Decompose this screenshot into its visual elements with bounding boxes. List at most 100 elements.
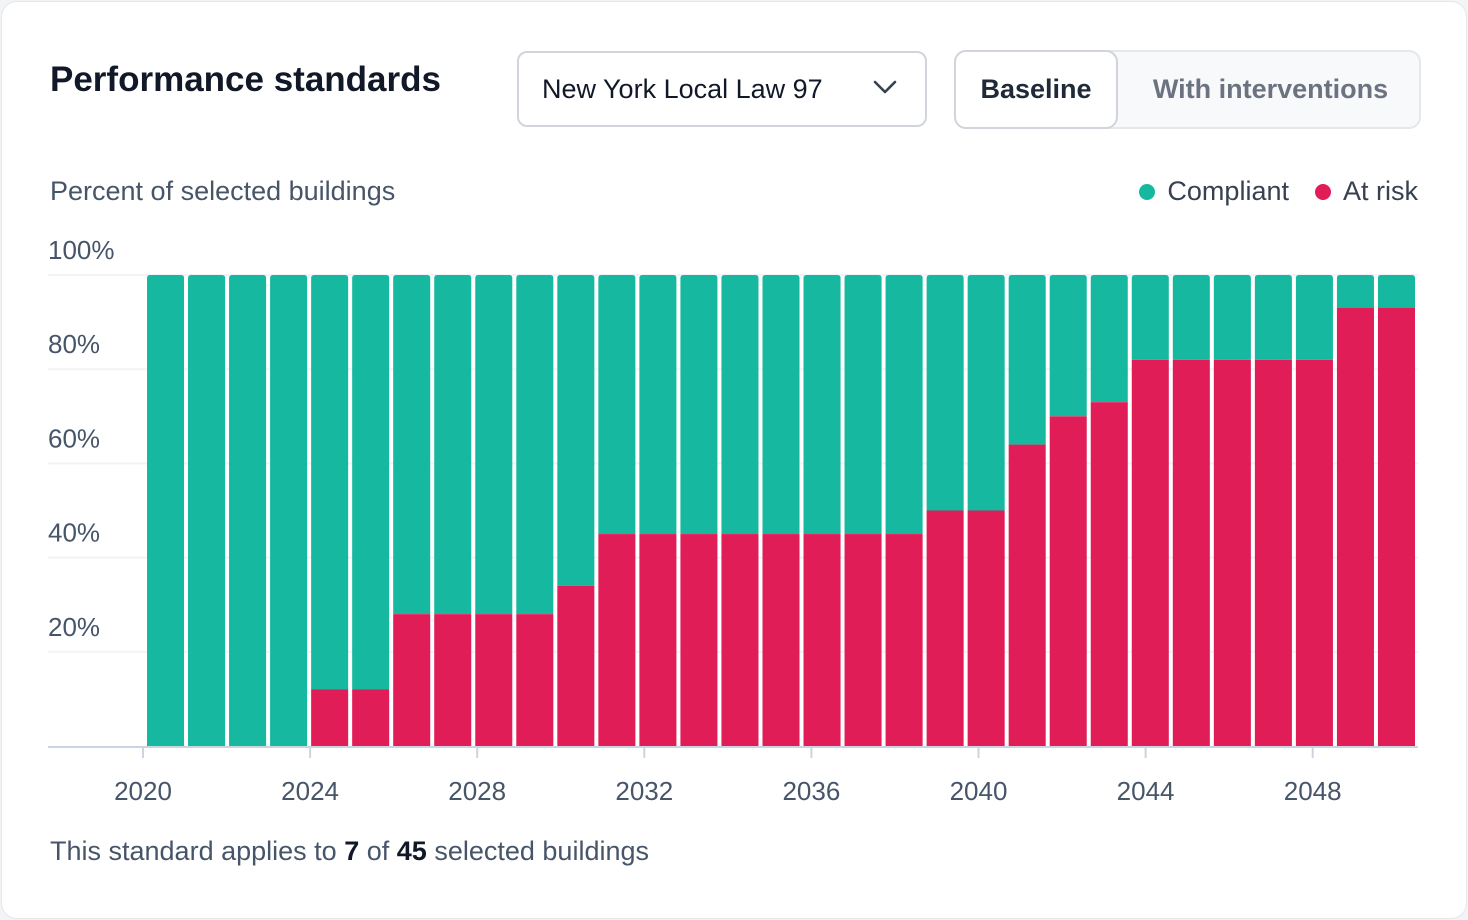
chart-legend: Compliant At risk (1113, 176, 1418, 207)
x-tick-label: 2040 (950, 776, 1008, 806)
bar-2029 (516, 275, 554, 746)
bar-2049 (1336, 275, 1374, 746)
standard-select-value: New York Local Law 97 (542, 73, 823, 104)
bar-segment-compliant (147, 275, 185, 746)
bar-segment-at-risk (967, 510, 1005, 746)
bar-segment-compliant (229, 275, 267, 746)
footer-prefix: This standard applies to (50, 836, 337, 866)
bar-2025 (352, 275, 390, 746)
bar-segment-at-risk (1377, 307, 1415, 746)
x-tick-label: 2032 (615, 776, 673, 806)
x-tick-label: 2028 (448, 776, 506, 806)
bar-segment-at-risk (1172, 359, 1210, 746)
bar-segment-at-risk (311, 689, 349, 746)
x-tick-label: 2024 (281, 776, 339, 806)
bar-segment-compliant (270, 275, 308, 746)
bar-segment-compliant (639, 275, 677, 535)
bar-segment-compliant (598, 275, 636, 535)
legend-item-at-risk: At risk (1314, 176, 1418, 207)
bar-2028 (475, 275, 513, 746)
bar-2022 (229, 275, 267, 746)
legend-swatch-at-risk (1314, 183, 1331, 200)
legend-swatch-compliant (1139, 183, 1156, 200)
bar-segment-compliant (1254, 275, 1292, 360)
bar-2046 (1213, 275, 1251, 746)
bar-2036 (803, 275, 841, 746)
bar-2043 (1090, 275, 1128, 746)
bar-2039 (926, 275, 964, 746)
bar-segment-compliant (967, 275, 1005, 511)
scenario-toggle: Baseline With interventions (954, 50, 1421, 129)
x-tick-label: 2020 (114, 776, 172, 806)
bar-segment-compliant (1008, 275, 1046, 445)
bar-segment-at-risk (721, 534, 759, 746)
bar-segment-at-risk (926, 510, 964, 746)
bar-segment-compliant (352, 275, 390, 690)
bar-2048 (1295, 275, 1333, 746)
footer-suffix: selected buildings (434, 836, 649, 866)
bar-segment-at-risk (803, 534, 841, 746)
legend-label-at-risk: At risk (1342, 176, 1418, 206)
bar-segment-compliant (762, 275, 800, 535)
baseline-toggle-button[interactable]: Baseline (954, 50, 1118, 129)
x-tick-label: 2048 (1284, 776, 1342, 806)
bar-segment-at-risk (475, 614, 513, 746)
bar-segment-compliant (1213, 275, 1251, 360)
bar-segment-compliant (926, 275, 964, 511)
bar-segment-at-risk (516, 614, 554, 746)
bar-segment-compliant (803, 275, 841, 535)
bar-segment-at-risk (639, 534, 677, 746)
bar-2040 (967, 275, 1005, 746)
bar-2041 (1008, 275, 1046, 746)
bar-segment-compliant (1295, 275, 1333, 360)
bar-segment-compliant (188, 275, 226, 746)
bar-segment-at-risk (1213, 359, 1251, 746)
bar-2030 (557, 275, 595, 746)
bar-segment-compliant (516, 275, 554, 615)
bar-segment-compliant (844, 275, 882, 535)
card-title: Performance standards (50, 60, 441, 99)
y-tick-label: 100% (48, 235, 115, 265)
bar-segment-at-risk (885, 534, 923, 746)
bar-segment-at-risk (1295, 359, 1333, 746)
bar-2021 (188, 275, 226, 746)
bar-2027 (434, 275, 472, 746)
bar-2047 (1254, 275, 1292, 746)
y-tick-label: 80% (48, 329, 100, 359)
bar-segment-at-risk (1090, 402, 1128, 746)
bar-segment-at-risk (1008, 444, 1046, 746)
bar-segment-at-risk (680, 534, 718, 746)
footer-of: of (366, 836, 390, 866)
bar-segment-at-risk (393, 614, 431, 746)
bar-segment-at-risk (1131, 359, 1169, 746)
legend-label-compliant: Compliant (1167, 176, 1289, 206)
bar-2024 (311, 275, 349, 746)
standard-select[interactable]: New York Local Law 97 (517, 51, 927, 127)
bar-segment-at-risk (844, 534, 882, 746)
bar-segment-compliant (1049, 275, 1087, 417)
bar-segment-at-risk (762, 534, 800, 746)
bar-segment-compliant (1090, 275, 1128, 403)
applicability-note: This standard applies to 7 of 45 selecte… (50, 836, 649, 867)
bar-2050 (1377, 275, 1415, 746)
y-tick-label: 20% (48, 612, 100, 642)
bar-segment-compliant (557, 275, 595, 586)
bar-2023 (270, 275, 308, 746)
bar-2037 (844, 275, 882, 746)
bar-2033 (680, 275, 718, 746)
with-interventions-toggle-button[interactable]: With interventions (1152, 74, 1389, 104)
x-tick-label: 2036 (782, 776, 840, 806)
bar-segment-at-risk (1336, 307, 1374, 746)
bar-segment-compliant (311, 275, 349, 690)
bar-2044 (1131, 275, 1169, 746)
bar-2045 (1172, 275, 1210, 746)
bar-segment-compliant (680, 275, 718, 535)
bar-segment-compliant (1336, 275, 1374, 308)
bar-2032 (639, 275, 677, 746)
y-axis-label: Percent of selected buildings (50, 176, 396, 206)
bar-2035 (762, 275, 800, 746)
bar-segment-compliant (434, 275, 472, 615)
bar-segment-at-risk (557, 585, 595, 746)
bar-segment-compliant (1131, 275, 1169, 360)
